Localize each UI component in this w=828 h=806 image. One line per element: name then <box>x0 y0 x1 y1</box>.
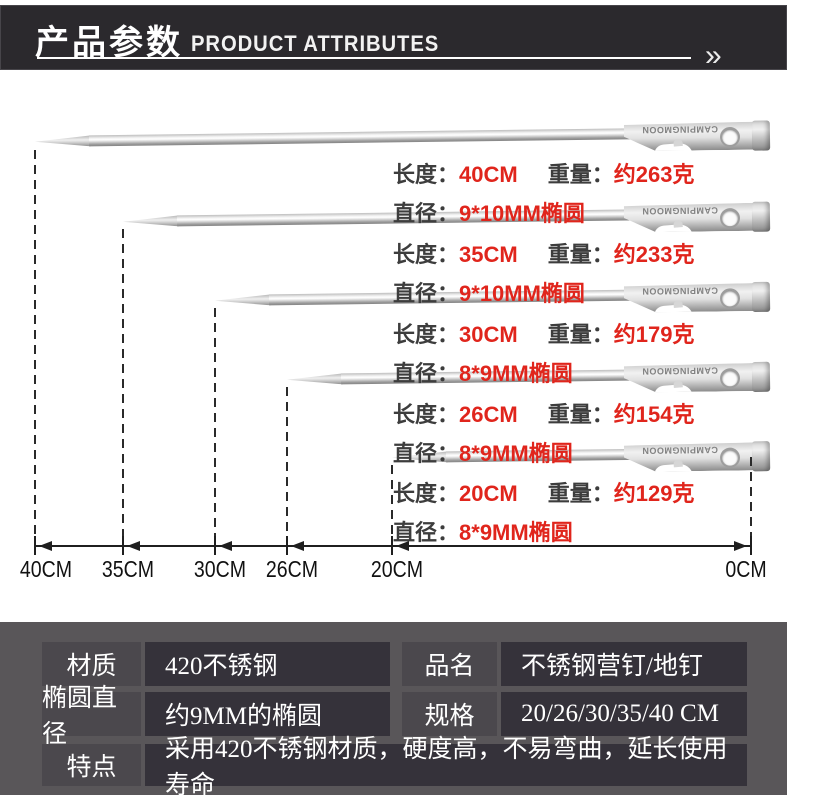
spec-table: 材质 420不锈钢 品名 不锈钢营钉/地钉 椭圆直径 约9MM的椭圆 规格 20… <box>0 622 787 799</box>
product-name-value-cell: 不锈钢营钉/地钉 <box>501 642 747 686</box>
length-value: 35CM <box>459 242 518 267</box>
spec-26cm: 长度：26CM 重量：约154克 直径：8*9MM椭圆 <box>393 397 694 475</box>
size-value-cell: 20/26/30/35/40 CM <box>501 692 747 736</box>
peg-cap <box>751 361 771 392</box>
rope-hole <box>722 210 738 226</box>
arrowhead-left-icon <box>291 541 304 551</box>
diameter-value: 8*9MM椭圆 <box>459 520 573 545</box>
weight-label: 重量： <box>547 162 614 187</box>
arrowhead-left-icon <box>39 541 52 551</box>
weight-label: 重量： <box>547 481 614 506</box>
spec-35cm: 长度：35CM 重量：约233克 直径：9*10MM椭圆 <box>393 237 694 315</box>
ruler-label-35cm: 35CM <box>101 556 155 582</box>
diameter-value: 9*10MM椭圆 <box>459 281 585 306</box>
arrowhead-left-icon <box>219 541 232 551</box>
peg-tip <box>215 294 271 306</box>
chevron-right-icon: » <box>705 39 722 72</box>
section-title-english: PRODUCT ATTRIBUTES <box>191 31 440 56</box>
diameter-label: 直径： <box>393 441 460 466</box>
length-value: 20CM <box>459 481 518 506</box>
length-label: 长度： <box>393 162 460 187</box>
ruler-tick-20cm <box>391 536 393 555</box>
peg-tip <box>35 135 91 147</box>
rope-hole <box>722 129 738 145</box>
weight-label: 重量： <box>547 402 614 427</box>
length-value: 40CM <box>459 162 518 187</box>
arrowhead-left-icon <box>127 541 140 551</box>
spec-20cm: 长度：20CM 重量：约129克 直径：8*9MM椭圆 <box>393 476 694 554</box>
feature-value-cell: 采用420不锈钢材质，硬度高，不易弯曲，延长使用寿命 <box>145 736 747 799</box>
diameter-label: 直径： <box>393 361 460 386</box>
rope-hole <box>722 450 738 466</box>
diameter-value: 9*10MM椭圆 <box>459 201 585 226</box>
guide-line-35cm <box>122 229 124 537</box>
arrowhead-left-icon <box>396 541 409 551</box>
size-label-cell: 规格 <box>402 692 497 736</box>
weight-label: 重量： <box>547 242 614 267</box>
feature-label-cell: 特点 <box>42 744 141 786</box>
peg-head: CAMPINGMOON <box>624 122 756 152</box>
oval-diameter-value-cell: 约9MM的椭圆 <box>145 692 390 736</box>
ruler-tick-40cm <box>34 536 36 555</box>
length-value: 26CM <box>459 402 518 427</box>
ruler-label-30cm: 30CM <box>193 556 247 582</box>
length-label: 长度： <box>393 322 460 347</box>
brand-stamp: CAMPINGMOON <box>641 124 718 136</box>
diameter-label: 直径： <box>393 201 460 226</box>
ruler-label-0cm: 0CM <box>725 556 767 582</box>
ruler-tick-30cm <box>214 536 216 555</box>
peg-40cm: CAMPINGMOON <box>35 120 771 147</box>
product-name-label-cell: 品名 <box>402 642 497 686</box>
header-underline <box>37 57 691 59</box>
weight-value: 约233克 <box>613 242 695 267</box>
ruler-tick-35cm <box>122 536 124 555</box>
peg-cap <box>751 120 771 151</box>
guide-line-20cm <box>391 465 393 537</box>
diameter-label: 直径： <box>393 520 460 545</box>
arrowhead-right-icon <box>734 541 747 551</box>
guide-line-40cm <box>34 150 36 537</box>
section-title-chinese: 产品参数 <box>35 24 183 62</box>
peg-cap <box>751 201 771 232</box>
rope-hole <box>722 370 738 386</box>
ruler-tick-26cm <box>286 536 288 555</box>
length-value: 30CM <box>459 322 518 347</box>
length-label: 长度： <box>393 242 460 267</box>
weight-label: 重量： <box>547 322 614 347</box>
rope-hole <box>722 290 738 306</box>
spec-40cm: 长度：40CM 重量：约263克 直径：9*10MM椭圆 <box>393 157 694 235</box>
material-label-cell: 材质 <box>42 642 141 686</box>
section-header: 产品参数 PRODUCT ATTRIBUTES » <box>0 5 787 72</box>
oval-diameter-label-cell: 椭圆直径 <box>42 685 141 748</box>
hook-notch <box>654 142 693 158</box>
peg-cap <box>751 281 771 313</box>
ruler-tick-0cm <box>750 536 752 555</box>
peg-cap <box>751 441 771 472</box>
peg-tip <box>123 215 179 227</box>
material-value-cell: 420不锈钢 <box>145 642 390 686</box>
length-label: 长度： <box>393 481 460 506</box>
weight-value: 约263克 <box>613 162 695 187</box>
ruler-label-40cm: 40CM <box>19 556 73 582</box>
diameter-value: 8*9MM椭圆 <box>459 361 573 386</box>
weight-value: 约129克 <box>613 481 695 506</box>
ruler-line <box>35 545 751 547</box>
guide-line-30cm <box>214 308 216 537</box>
peg-tip <box>287 373 343 385</box>
weight-value: 约179克 <box>613 322 695 347</box>
ruler-label-26cm: 26CM <box>265 556 319 582</box>
guide-line-0cm <box>750 457 752 537</box>
ruler-label-20cm: 20CM <box>370 556 424 582</box>
weight-value: 约154克 <box>613 402 695 427</box>
diameter-label: 直径： <box>393 281 460 306</box>
spec-30cm: 长度：30CM 重量：约179克 直径：8*9MM椭圆 <box>393 317 694 395</box>
guide-line-26cm <box>286 387 288 537</box>
diameter-value: 8*9MM椭圆 <box>459 441 573 466</box>
length-label: 长度： <box>393 402 460 427</box>
